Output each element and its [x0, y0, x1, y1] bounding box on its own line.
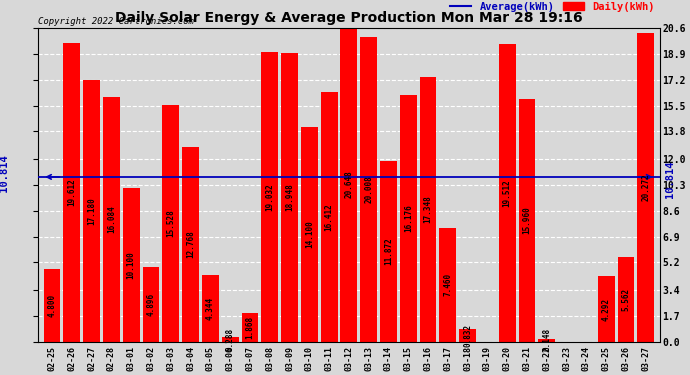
Text: 4.344: 4.344 [206, 297, 215, 320]
Bar [499, 44, 515, 342]
Text: 10.100: 10.100 [127, 251, 136, 279]
Text: 17.348: 17.348 [424, 196, 433, 223]
Text: 18.948: 18.948 [285, 183, 294, 211]
Bar [103, 97, 120, 342]
Bar [63, 43, 80, 342]
Bar [440, 228, 456, 342]
Text: 20.272: 20.272 [641, 173, 650, 201]
Text: 4.292: 4.292 [602, 297, 611, 321]
Bar [123, 188, 139, 342]
Bar [262, 52, 278, 342]
Bar [321, 92, 337, 342]
Text: 19.612: 19.612 [68, 178, 77, 206]
Bar [281, 53, 298, 342]
Text: 0.832: 0.832 [463, 324, 472, 347]
Text: Copyright 2022 Cartronics.com: Copyright 2022 Cartronics.com [38, 17, 194, 26]
Text: 16.176: 16.176 [404, 205, 413, 232]
Text: 10.814: 10.814 [0, 155, 10, 199]
Bar [618, 257, 634, 342]
Bar [519, 99, 535, 342]
Text: 15.528: 15.528 [166, 210, 175, 237]
Bar [182, 147, 199, 342]
Bar [638, 33, 654, 342]
Text: 4.800: 4.800 [48, 294, 57, 316]
Bar [380, 161, 397, 342]
Text: 14.100: 14.100 [305, 220, 314, 248]
Text: 0.148: 0.148 [542, 328, 551, 351]
Text: 20.648: 20.648 [344, 171, 353, 198]
Bar [301, 127, 317, 342]
Text: 4.896: 4.896 [146, 293, 155, 316]
Text: 20.008: 20.008 [364, 176, 373, 203]
Text: 16.412: 16.412 [324, 203, 333, 231]
Bar [221, 337, 239, 342]
Bar [241, 313, 258, 342]
Text: 19.512: 19.512 [503, 179, 512, 207]
Bar [420, 77, 437, 342]
Bar [360, 37, 377, 342]
Text: 15.960: 15.960 [522, 206, 531, 234]
Text: 1.868: 1.868 [246, 316, 255, 339]
Text: 12.768: 12.768 [186, 231, 195, 258]
Text: 11.872: 11.872 [384, 237, 393, 265]
Text: 7.460: 7.460 [444, 273, 453, 296]
Title: Daily Solar Energy & Average Production Mon Mar 28 19:16: Daily Solar Energy & Average Production … [115, 11, 583, 25]
Text: 19.032: 19.032 [265, 183, 274, 211]
Bar [538, 339, 555, 342]
Bar [460, 329, 476, 342]
Bar [400, 95, 417, 342]
Bar [83, 80, 100, 342]
Text: 10.814: 10.814 [666, 155, 676, 199]
Bar [202, 276, 219, 342]
Text: 0.288: 0.288 [226, 328, 235, 351]
Bar [340, 27, 357, 342]
Bar [162, 105, 179, 342]
Legend: Average(kWh), Daily(kWh): Average(kWh), Daily(kWh) [450, 2, 654, 12]
Text: 5.562: 5.562 [622, 288, 631, 311]
Bar [43, 268, 61, 342]
Text: 16.084: 16.084 [107, 205, 116, 233]
Text: 17.180: 17.180 [87, 197, 96, 225]
Bar [143, 267, 159, 342]
Bar [598, 276, 615, 342]
